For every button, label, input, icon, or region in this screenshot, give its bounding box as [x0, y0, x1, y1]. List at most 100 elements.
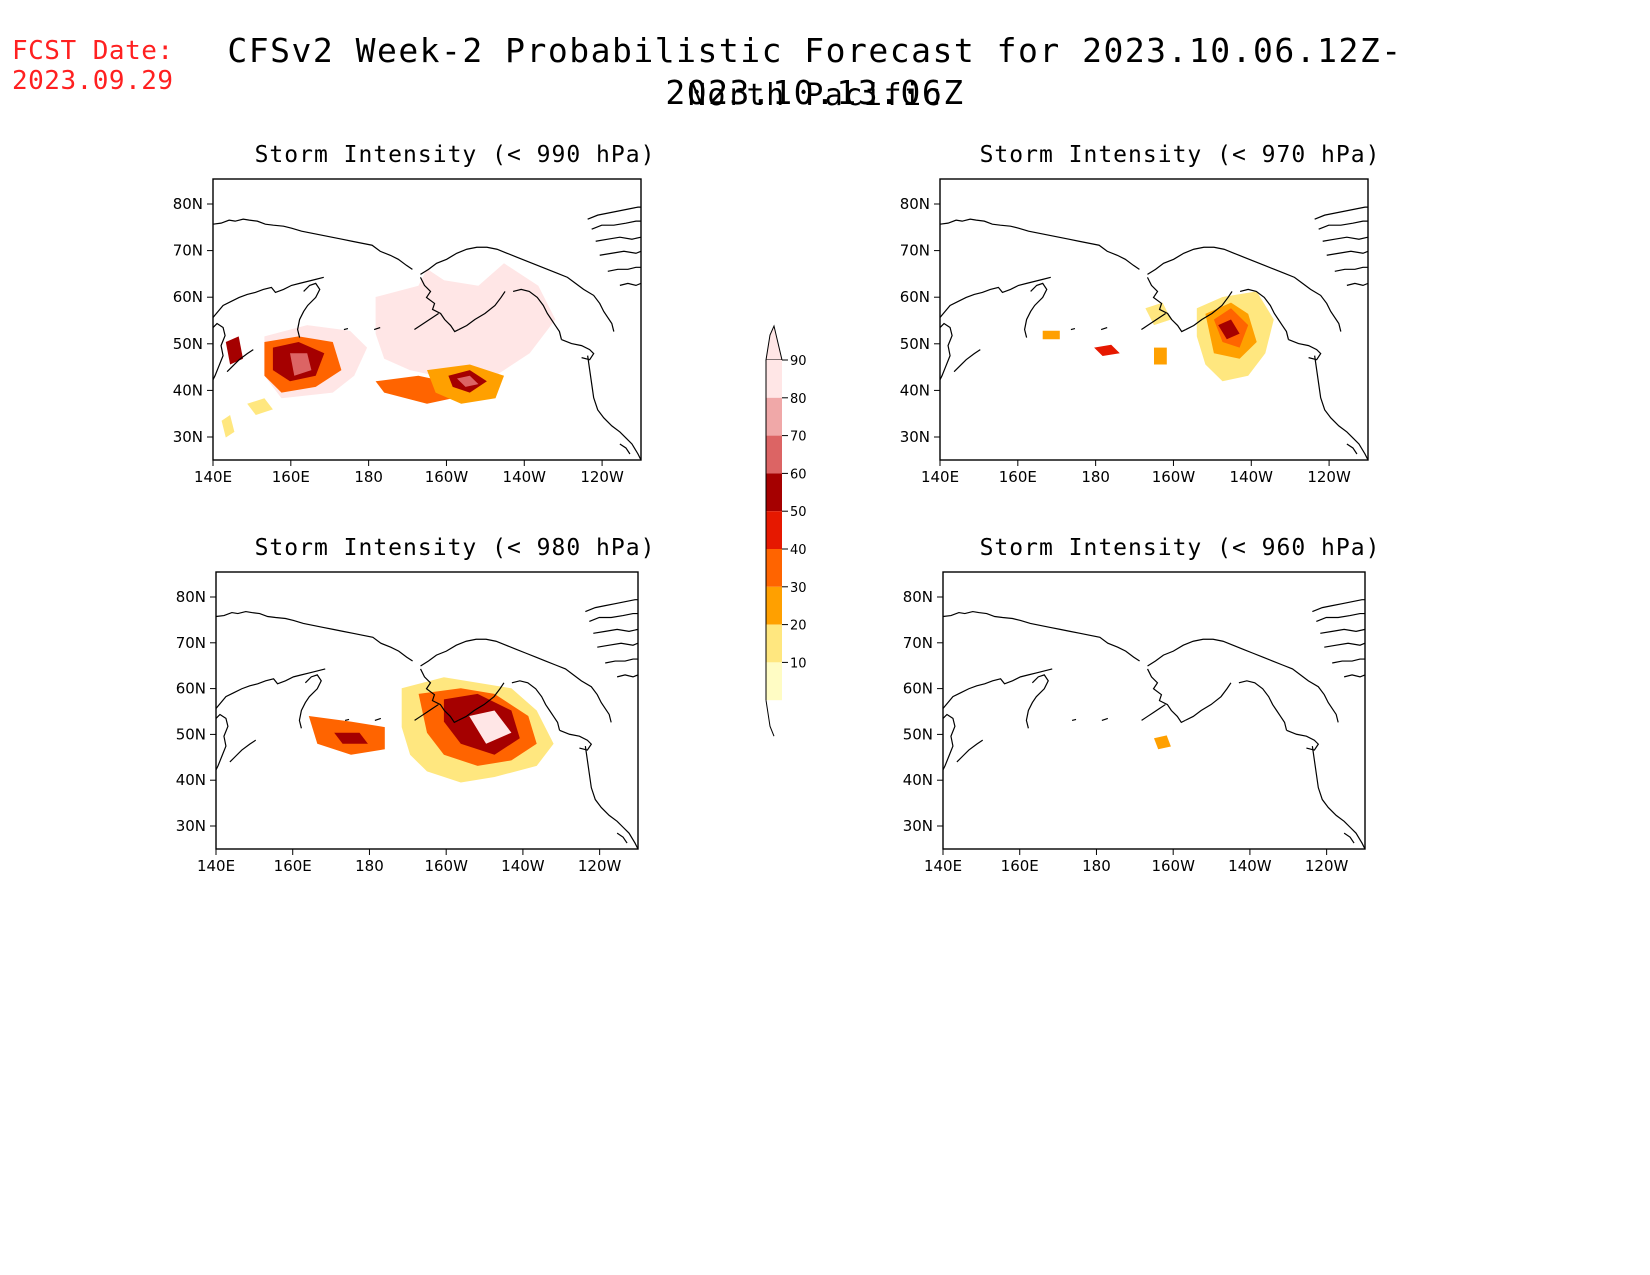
map-frame [939, 178, 1369, 461]
probability-region [457, 375, 479, 387]
probability-region [1218, 319, 1240, 340]
probability-region [469, 710, 512, 744]
map-panel-1: 140E 160E 180 160W 140W 120W 80N 70N 60N 50N 40N 30… [173, 178, 642, 486]
x-tick-label: 140W [1228, 857, 1272, 875]
colorbar-label: 90 [790, 354, 807, 369]
forecast-date-value: 2023.09.29 [12, 66, 174, 96]
colorbar-swatch [766, 586, 782, 625]
map-panels: 140E 160E 180 160W 140W 120W 80N 70N 60N 50N 40N 30… [173, 178, 1369, 875]
colorbar-label: 70 [790, 430, 807, 445]
probability-region [1154, 347, 1167, 365]
y-tick-label: 60N [176, 680, 206, 698]
x-tick-label: 120W [1305, 857, 1349, 875]
y-tick-label: 70N [903, 634, 933, 652]
x-tick-label: 160E [999, 468, 1037, 486]
colorbar-swatch [766, 435, 782, 474]
y-tick-label: 70N [900, 242, 930, 260]
y-tick-label: 50N [900, 335, 930, 353]
x-tick-label: 180 [355, 857, 384, 875]
map-panel-4: 140E 160E 180 160W 140W 120W 80N 70N 60N 50N 40N 30… [903, 571, 1366, 875]
x-tick-label: 140E [921, 468, 959, 486]
colorbar-label: 10 [790, 656, 807, 671]
map-panel-3: 140E 160E 180 160W 140W 120W 80N 70N 60N 50N 40N 30… [176, 571, 639, 875]
map-panel-2: 140E 160E 180 160W 140W 120W 80N 70N 60N 50N 40N 30… [900, 178, 1369, 486]
x-tick-label: 140W [501, 857, 545, 875]
x-tick-label: 180 [1082, 857, 1111, 875]
y-tick-label: 50N [176, 725, 206, 743]
colorbar-label: 50 [790, 505, 807, 520]
probability-region [1094, 344, 1120, 356]
x-tick-label: 120W [580, 468, 624, 486]
probability-region [247, 398, 273, 415]
x-tick-label: 160W [425, 468, 469, 486]
y-tick-label: 40N [903, 771, 933, 789]
y-tick-label: 40N [173, 381, 203, 399]
colorbar-bottom-cap [765, 700, 775, 737]
x-tick-label: 140W [503, 468, 547, 486]
colorbar-label: 60 [790, 467, 807, 482]
x-tick-label: 120W [1307, 468, 1351, 486]
colorbar-label: 20 [790, 619, 807, 634]
y-tick-label: 30N [903, 817, 933, 835]
map-frame [942, 571, 1366, 850]
x-tick-label: 140E [197, 857, 235, 875]
y-tick-label: 30N [173, 428, 203, 446]
y-tick-label: 60N [900, 288, 930, 306]
x-tick-label: 180 [1081, 468, 1110, 486]
x-tick-label: 120W [578, 857, 622, 875]
x-tick-label: 160W [1151, 857, 1195, 875]
forecast-date-label: FCST Date: [12, 36, 174, 66]
y-tick-label: 60N [173, 288, 203, 306]
colorbar: 90 80 70 60 50 40 30 20 10 [765, 324, 807, 737]
y-tick-label: 40N [900, 381, 930, 399]
y-tick-label: 80N [176, 588, 206, 606]
colorbar-swatch [766, 397, 782, 436]
x-tick-label: 140W [1230, 468, 1274, 486]
colorbar-label: 40 [790, 543, 807, 558]
y-tick-label: 80N [900, 195, 930, 213]
colorbar-top-cap [765, 324, 783, 361]
colorbar-swatch [766, 511, 782, 549]
probability-region [375, 263, 556, 387]
y-tick-label: 40N [176, 771, 206, 789]
colorbar-label: 30 [790, 581, 807, 596]
y-tick-label: 30N [176, 817, 206, 835]
y-tick-label: 50N [903, 725, 933, 743]
colorbar-swatch [766, 360, 782, 398]
x-tick-label: 160E [1001, 857, 1039, 875]
colorbar-swatch [766, 549, 782, 587]
x-tick-label: 160E [272, 468, 310, 486]
probability-region [1145, 302, 1172, 326]
probability-region [405, 291, 423, 320]
forecast-date-block: FCST Date: 2023.09.29 [12, 36, 174, 96]
panel-title-960: Storm Intensity (< 960 hPa) [979, 535, 1381, 561]
panel-title-970: Storm Intensity (< 970 hPa) [979, 142, 1381, 168]
map-frame [212, 178, 642, 461]
x-tick-label: 160W [1152, 468, 1196, 486]
probability-region [334, 732, 368, 744]
panel-title-990: Storm Intensity (< 990 hPa) [254, 142, 656, 168]
colorbar-swatch [766, 473, 782, 512]
colorbar-label: 80 [790, 392, 807, 407]
x-tick-label: 160E [274, 857, 312, 875]
colorbar-swatch [766, 662, 782, 701]
colorbar-swatch [766, 624, 782, 663]
x-tick-label: 140E [194, 468, 232, 486]
y-tick-label: 50N [173, 335, 203, 353]
coastline [939, 206, 1369, 461]
y-tick-label: 80N [173, 195, 203, 213]
x-tick-label: 180 [354, 468, 383, 486]
probability-region [1154, 735, 1171, 750]
page-title: CFSv2 Week-2 Probabilistic Forecast for … [227, 31, 1403, 112]
probability-region [290, 353, 312, 376]
probability-region [1042, 330, 1060, 340]
y-tick-label: 70N [173, 242, 203, 260]
y-tick-label: 70N [176, 634, 206, 652]
probability-region [225, 336, 243, 365]
page-subtitle: North Pacific [687, 78, 943, 113]
map-frame [215, 571, 639, 850]
x-tick-label: 140E [924, 857, 962, 875]
panel-title-980: Storm Intensity (< 980 hPa) [254, 535, 656, 561]
probability-region [221, 415, 235, 438]
